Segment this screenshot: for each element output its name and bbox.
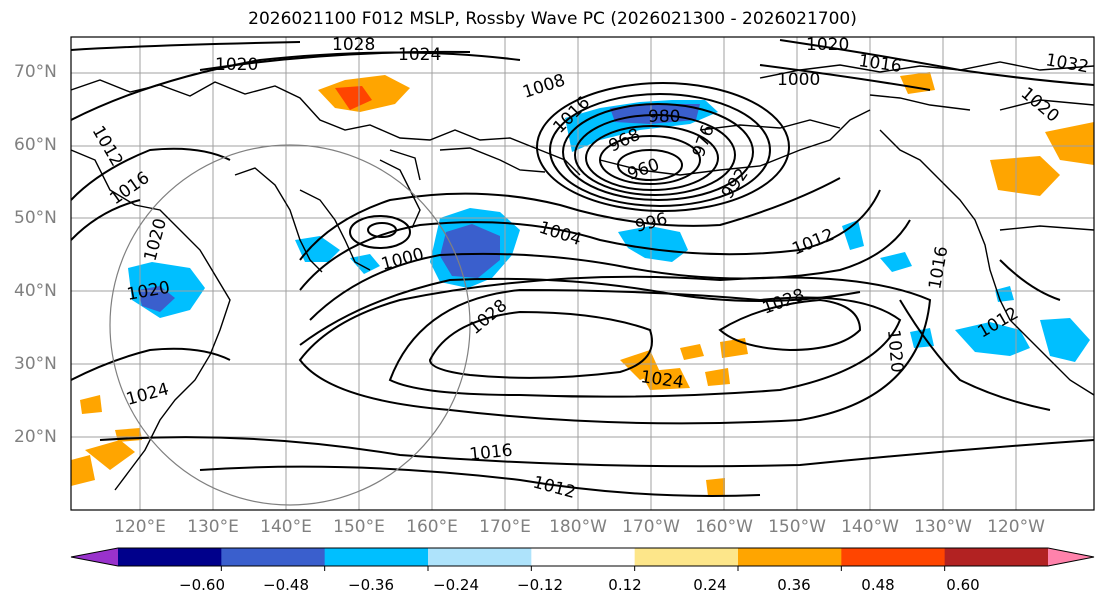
- colorbar-tick-label: 0.36: [777, 576, 811, 594]
- lat-label: 60°N: [14, 135, 57, 155]
- lon-label: 120°W: [987, 517, 1045, 537]
- contour-label: 1028: [332, 35, 375, 55]
- mslp-contours: [71, 39, 1094, 497]
- contour-label: 1016: [468, 441, 513, 465]
- map-frame: [70, 36, 1095, 511]
- colorbar-tick-label: 0.24: [693, 576, 727, 594]
- lon-label: 140°W: [841, 517, 899, 537]
- coastlines: [71, 61, 1094, 491]
- lon-label: 130°W: [914, 517, 972, 537]
- colorbar-tick-label: −0.60: [179, 576, 225, 594]
- colorbar-tick-label: 0.12: [608, 576, 642, 594]
- graticule: [71, 37, 1094, 510]
- colorbar-tick-label: −0.24: [433, 576, 479, 594]
- lat-label: 30°N: [14, 354, 57, 374]
- contour-label: 980: [648, 107, 680, 127]
- colorbar-tick-label: 0.48: [861, 576, 895, 594]
- lon-label: 180°W: [549, 517, 607, 537]
- lon-label: 170°W: [622, 517, 680, 537]
- lon-label: 150°E: [333, 517, 385, 537]
- contour-label: 1020: [883, 329, 907, 374]
- lon-label: 130°E: [187, 517, 239, 537]
- contour-label: 1020: [806, 35, 849, 55]
- reference-circle: [109, 144, 471, 506]
- lon-label: 170°E: [479, 517, 531, 537]
- anomaly-shading: [71, 72, 1094, 496]
- lat-label: 50°N: [14, 208, 57, 228]
- contour-label: 1000: [777, 70, 820, 90]
- lon-label: 150°W: [768, 517, 826, 537]
- lat-label: 40°N: [14, 281, 57, 301]
- lon-label: 140°E: [260, 517, 312, 537]
- contour-label: 1020: [215, 55, 258, 75]
- lat-label: 20°N: [14, 427, 57, 447]
- colorbar-tick-label: 0.60: [946, 576, 980, 594]
- colorbar-tick-label: −0.48: [263, 576, 309, 594]
- colorbar-tick-label: −0.36: [348, 576, 394, 594]
- lat-label: 70°N: [14, 62, 57, 82]
- lon-label: 120°E: [114, 517, 166, 537]
- lon-label: 160°W: [695, 517, 753, 537]
- contour-label: 1024: [398, 45, 441, 65]
- map-title: 2026021100 F012 MSLP, Rossby Wave PC (20…: [248, 9, 857, 29]
- lon-label: 160°E: [406, 517, 458, 537]
- colorbar-tick-label: −0.12: [517, 576, 563, 594]
